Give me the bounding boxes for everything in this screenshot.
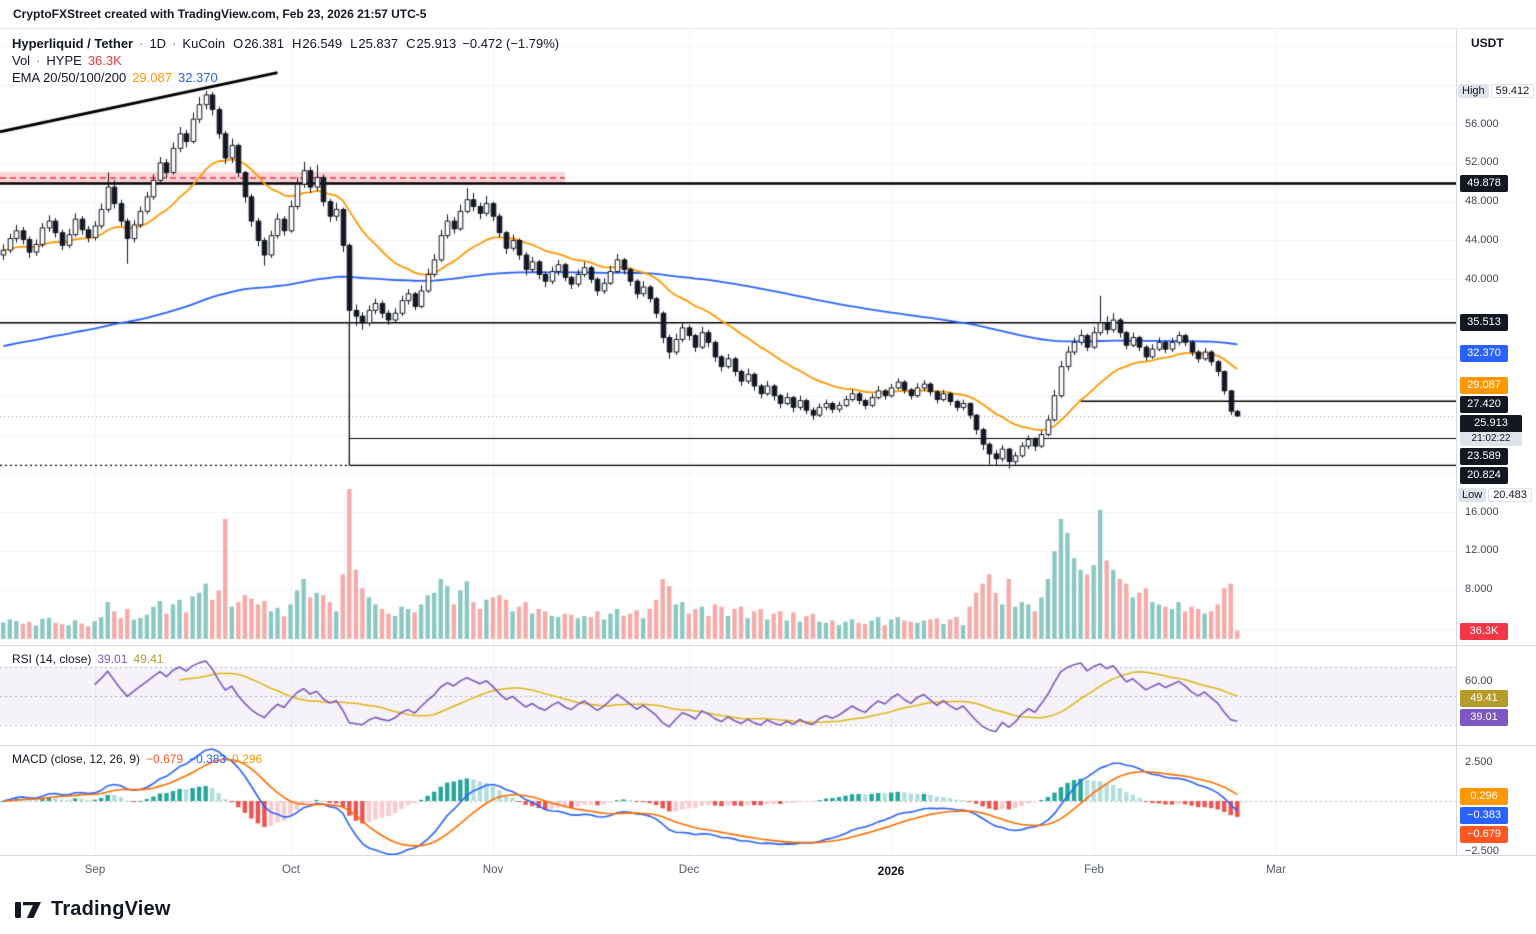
interval-label[interactable]: 1D [149, 35, 167, 51]
low-label: L [350, 35, 358, 51]
price-axis-tick: 16.000 [1465, 506, 1499, 518]
time-axis-label: Dec [678, 864, 700, 876]
rsi-axis[interactable]: 60.00 49.41 39.01 [1456, 646, 1536, 745]
price-axis-tick: 56.000 [1465, 118, 1499, 130]
chart-legend: Hyperliquid / Tether · 1D · KuCoin O26.3… [12, 35, 559, 86]
legend-separator: · [139, 35, 144, 51]
legend-separator: · [172, 35, 177, 51]
volume-label: Vol [12, 52, 31, 68]
price-level-badge: 23.589 [1460, 448, 1508, 465]
close-value: 25.913 [416, 35, 457, 51]
macd-value-badge: −0.679 [1460, 826, 1508, 843]
volume-symbol: HYPE [46, 52, 82, 68]
low-price-chip: Low 20.483 [1458, 486, 1532, 504]
symbol-row: Hyperliquid / Tether · 1D · KuCoin O26.3… [12, 35, 559, 52]
price-axis-tick: 44.000 [1465, 234, 1499, 246]
exchange-label: KuCoin [182, 35, 226, 51]
volume-value: 36.3K [87, 52, 122, 68]
ohlc-open: O26.381 [233, 36, 284, 52]
rsi-value-badge: 49.41 [1460, 690, 1508, 707]
macd-axis-tick: 2.500 [1465, 756, 1493, 768]
macd-value-badge: −0.383 [1460, 807, 1508, 824]
ohlc-close: C25.913 [406, 36, 456, 52]
change-value: −0.472 (−1.79%) [462, 35, 560, 51]
open-value: 26.381 [244, 35, 284, 51]
macd-line-value: −0.383 [189, 751, 227, 766]
macd-pane: MACD (close, 12, 26, 9) −0.679 −0.383 0.… [0, 745, 1536, 857]
footer: TradingView [0, 885, 1536, 934]
attribution-text: CryptoFXStreet created with TradingView.… [13, 7, 427, 21]
close-label: C [406, 35, 416, 51]
rsi-legend: RSI (14, close) 39.01 49.41 [12, 650, 163, 667]
symbol-title[interactable]: Hyperliquid / Tether [12, 35, 134, 51]
macd-signal-value: −0.679 [146, 751, 184, 766]
time-axis-label: Sep [84, 864, 106, 876]
time-axis-label: Nov [482, 864, 504, 876]
price-axis-tick: 40.000 [1465, 273, 1499, 285]
quote-currency-label: USDT [1471, 36, 1504, 50]
price-chart-canvas[interactable] [0, 29, 1456, 646]
ohlc-high: H26.549 [292, 36, 342, 52]
ema-row: EMA 20/50/100/200 29.087 32.370 [12, 69, 559, 86]
tradingview-wordmark: TradingView [51, 898, 171, 920]
macd-axis-tick: −2.500 [1465, 845, 1499, 857]
volume-row: Vol · HYPE 36.3K [12, 52, 559, 69]
time-axis-label: Oct [282, 864, 300, 876]
time-axis[interactable]: Sep Oct Nov Dec 2026 Feb Mar [0, 855, 1536, 885]
price-level-badge: 20.824 [1460, 467, 1508, 484]
macd-title[interactable]: MACD (close, 12, 26, 9) [12, 751, 141, 766]
high-value: 26.549 [302, 35, 343, 51]
price-axis-tick: 52.000 [1465, 156, 1499, 168]
rsi-ma-value: 49.41 [133, 651, 164, 666]
macd-legend: MACD (close, 12, 26, 9) −0.679 −0.383 0.… [12, 750, 262, 767]
time-axis-label: Feb [1084, 864, 1104, 876]
price-pane: Hyperliquid / Tether · 1D · KuCoin O26.3… [0, 28, 1536, 646]
macd-hist-value: 0.296 [232, 751, 263, 766]
rsi-title[interactable]: RSI (14, close) [12, 651, 92, 666]
high-label: H [291, 35, 302, 51]
open-label: O [233, 35, 244, 51]
rsi-axis-tick: 60.00 [1465, 675, 1493, 687]
price-axis-tick: 48.000 [1465, 195, 1499, 207]
last-price-label: 25.913 21:02:22 [1460, 415, 1522, 446]
price-axis-tick: 12.000 [1465, 544, 1499, 556]
price-level-badge: 27.420 [1460, 396, 1508, 413]
low-value: 25.837 [358, 35, 399, 51]
rsi-value: 39.01 [97, 651, 128, 666]
rsi-pane: RSI (14, close) 39.01 49.41 60.00 49.41 39… [0, 645, 1536, 746]
ema-fast-value: 29.087 [132, 69, 172, 85]
rsi-chart-canvas[interactable] [0, 646, 1456, 746]
macd-chart-canvas[interactable] [0, 746, 1456, 856]
ohlc-low: L25.837 [350, 36, 398, 52]
price-level-badge: 29.087 [1460, 377, 1508, 394]
price-level-badge: 35.513 [1460, 314, 1508, 331]
rsi-value-badge: 39.01 [1460, 709, 1508, 726]
macd-axis[interactable]: 2.500 −2.500 0.296 −0.383 −0.679 [1456, 746, 1536, 857]
high-price-chip: High 59.412 [1458, 82, 1535, 100]
ema-slow-value: 32.370 [177, 69, 218, 85]
time-axis-label: 2026 [877, 864, 905, 878]
ema-label: EMA 20/50/100/200 [12, 69, 127, 85]
price-axis[interactable]: USDT 56.000 52.000 48.000 44.000 40.000 16.00… [1456, 29, 1536, 645]
price-level-badge: 32.370 [1460, 345, 1508, 362]
tradingview-logo-icon [15, 901, 41, 918]
attribution-bar: CryptoFXStreet created with TradingView.… [0, 0, 1536, 28]
volume-badge: 36.3K [1460, 623, 1508, 640]
price-level-badge: 49.878 [1460, 175, 1508, 192]
price-axis-tick: 8.000 [1465, 583, 1493, 595]
legend-separator: · [36, 52, 41, 68]
time-axis-label: Mar [1266, 864, 1286, 876]
macd-value-badge: 0.296 [1460, 788, 1508, 805]
